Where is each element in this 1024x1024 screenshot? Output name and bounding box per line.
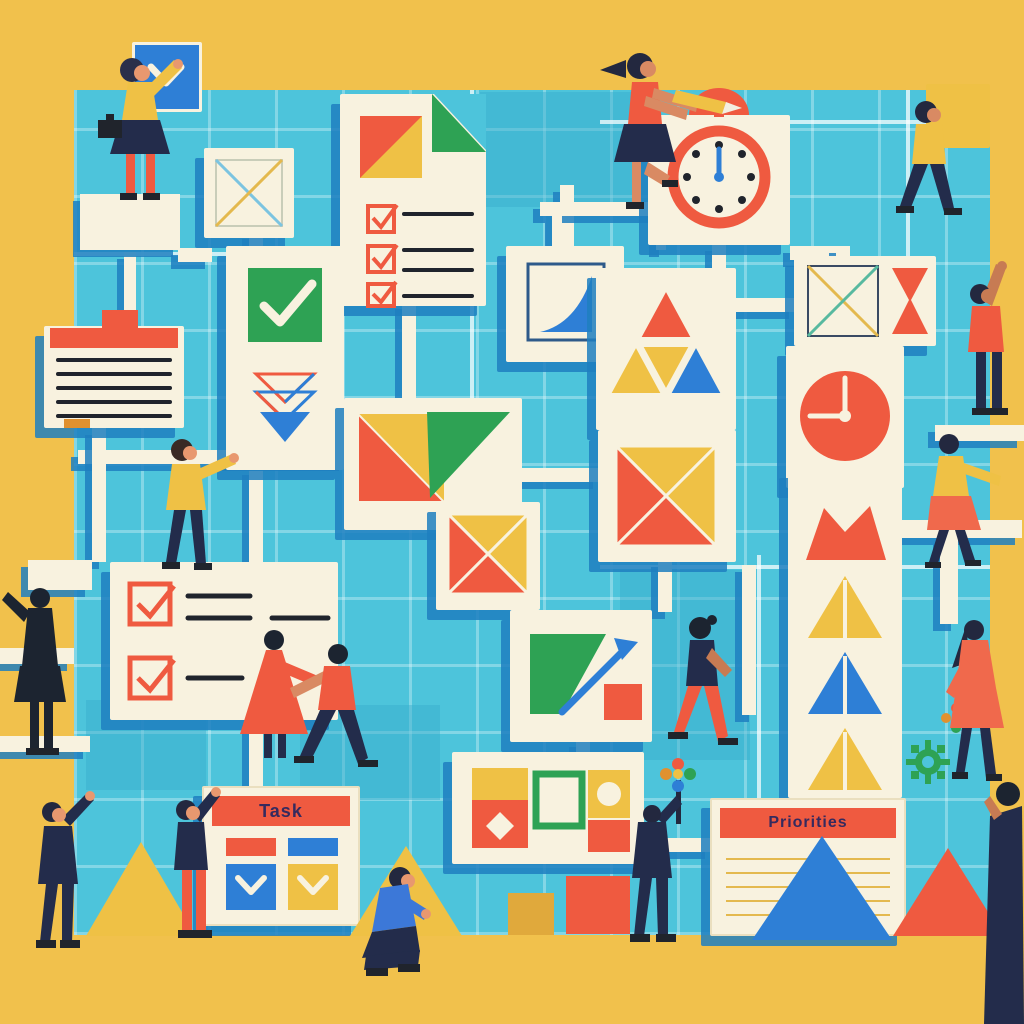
growth-arrow-icon — [530, 634, 642, 720]
yellow-block — [508, 893, 554, 935]
connector-line — [249, 468, 263, 564]
blue-priority-triangle — [752, 836, 892, 940]
connector-line — [742, 565, 756, 715]
hourglass-icon — [806, 264, 928, 338]
envelope-icon — [612, 442, 720, 550]
checklist-icon — [360, 94, 486, 308]
sticky-notes-icon — [472, 768, 630, 852]
envelope-icon — [444, 510, 532, 598]
task-card-title: Task — [259, 800, 303, 821]
connector-line — [249, 718, 263, 788]
connector-line — [520, 468, 600, 482]
pyramid-icon — [608, 287, 724, 395]
woman-with-pencil — [600, 53, 742, 209]
woman-on-steps — [925, 434, 1001, 568]
gear-icon — [906, 740, 950, 784]
man-reaching — [290, 644, 378, 767]
connector-line — [658, 560, 672, 612]
x-hourglass-card — [794, 256, 936, 346]
task-card: Task — [202, 786, 360, 926]
green-check-card — [226, 246, 344, 470]
woman-placing-check — [98, 58, 183, 200]
step-upper — [935, 425, 1024, 441]
checkbox-icon — [127, 581, 331, 701]
x-outline-card — [204, 148, 294, 238]
man-reaching-up — [174, 787, 221, 938]
priorities-card-title: Priorities — [768, 814, 848, 831]
man-carrying-note — [896, 101, 970, 215]
connector-line — [92, 428, 106, 562]
checklist-document — [340, 94, 486, 308]
triangle-stack-card — [788, 468, 902, 798]
pedestal — [80, 194, 180, 250]
red-clock-card — [786, 346, 904, 488]
envelope-x-card — [598, 430, 736, 562]
connector-line — [734, 298, 796, 312]
man-pointing — [162, 439, 239, 570]
woman-silhouette — [2, 588, 66, 755]
red-block — [566, 876, 630, 934]
note-icon — [50, 310, 178, 428]
blue-sail-card — [506, 246, 624, 362]
triangle-stack-icon — [806, 506, 886, 790]
checkmark-funnel-icon — [248, 268, 322, 442]
clock-icon — [800, 371, 890, 461]
grid-line — [757, 555, 761, 935]
woman-bending — [946, 620, 1004, 781]
connector-line — [712, 244, 726, 274]
person-walking — [668, 615, 738, 745]
green-arrow-card — [510, 610, 652, 742]
x-square-icon — [214, 158, 284, 228]
connector-line — [560, 185, 574, 249]
person-raising-hand — [968, 261, 1008, 415]
scaffold-bar — [540, 202, 680, 216]
yellow-triangle — [86, 842, 196, 936]
triangle-pyramid-card — [596, 268, 736, 430]
task-card-body — [226, 838, 338, 910]
tangram-icon — [357, 411, 510, 503]
man-with-pinwheel — [630, 758, 696, 942]
scaffold-leg — [552, 216, 562, 250]
small-box — [28, 560, 92, 590]
connector-line — [402, 302, 416, 400]
connector-line — [178, 248, 212, 262]
man-cheering — [36, 791, 95, 948]
grid-line — [600, 120, 990, 124]
man-crouching — [362, 867, 431, 976]
pinboard-card — [452, 752, 644, 864]
red-triangle — [893, 848, 1003, 936]
lined-note-card — [44, 310, 184, 428]
task-card-header: Task — [212, 796, 350, 826]
figure-right-edge — [984, 782, 1024, 1024]
step-post — [940, 538, 958, 624]
priorities-card-header: Priorities — [720, 808, 896, 838]
tangram-envelope-card — [436, 502, 540, 610]
